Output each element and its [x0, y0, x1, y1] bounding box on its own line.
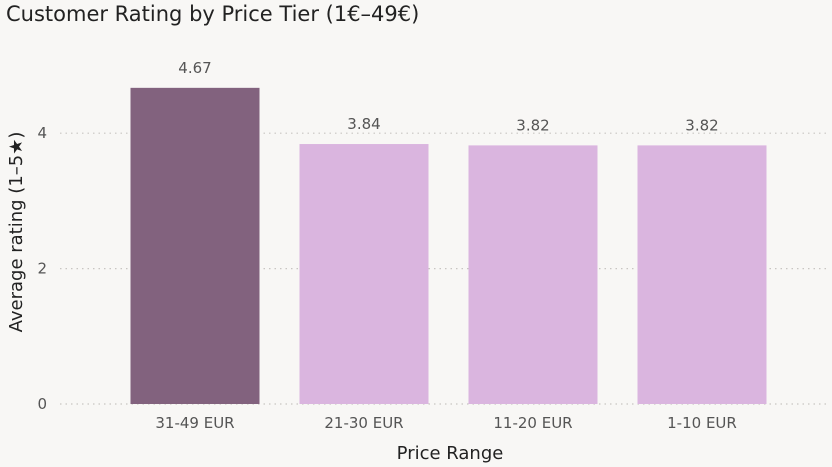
y-axis-ticks: 0 2 4: [37, 124, 47, 413]
x-axis-ticks: 31-49 EUR 21-30 EUR 11-20 EUR 1-10 EUR: [155, 414, 736, 432]
bar[interactable]: [130, 87, 260, 404]
y-axis-title: Average rating (1–5★): [6, 132, 27, 333]
bar[interactable]: [637, 145, 767, 405]
y-tick-label: 2: [37, 260, 47, 278]
x-tick-label: 31-49 EUR: [155, 414, 234, 432]
x-axis-title: Price Range: [397, 443, 504, 464]
data-label: 3.84: [347, 115, 380, 133]
x-tick-label: 11-20 EUR: [493, 414, 572, 432]
chart-title: Customer Rating by Price Tier (1€–49€): [6, 2, 420, 26]
data-label: 3.82: [516, 116, 549, 134]
x-tick-label: 1-10 EUR: [667, 414, 737, 432]
bar[interactable]: [299, 144, 429, 405]
gridlines: [60, 132, 830, 405]
bars: [130, 87, 767, 405]
y-tick-label: 0: [37, 395, 47, 413]
bar[interactable]: [468, 145, 598, 405]
data-label: 4.67: [178, 59, 211, 77]
data-labels: 4.67 3.84 3.82 3.82: [178, 59, 718, 135]
x-tick-label: 21-30 EUR: [324, 414, 403, 432]
data-label: 3.82: [685, 116, 718, 134]
y-tick-label: 4: [37, 124, 47, 142]
